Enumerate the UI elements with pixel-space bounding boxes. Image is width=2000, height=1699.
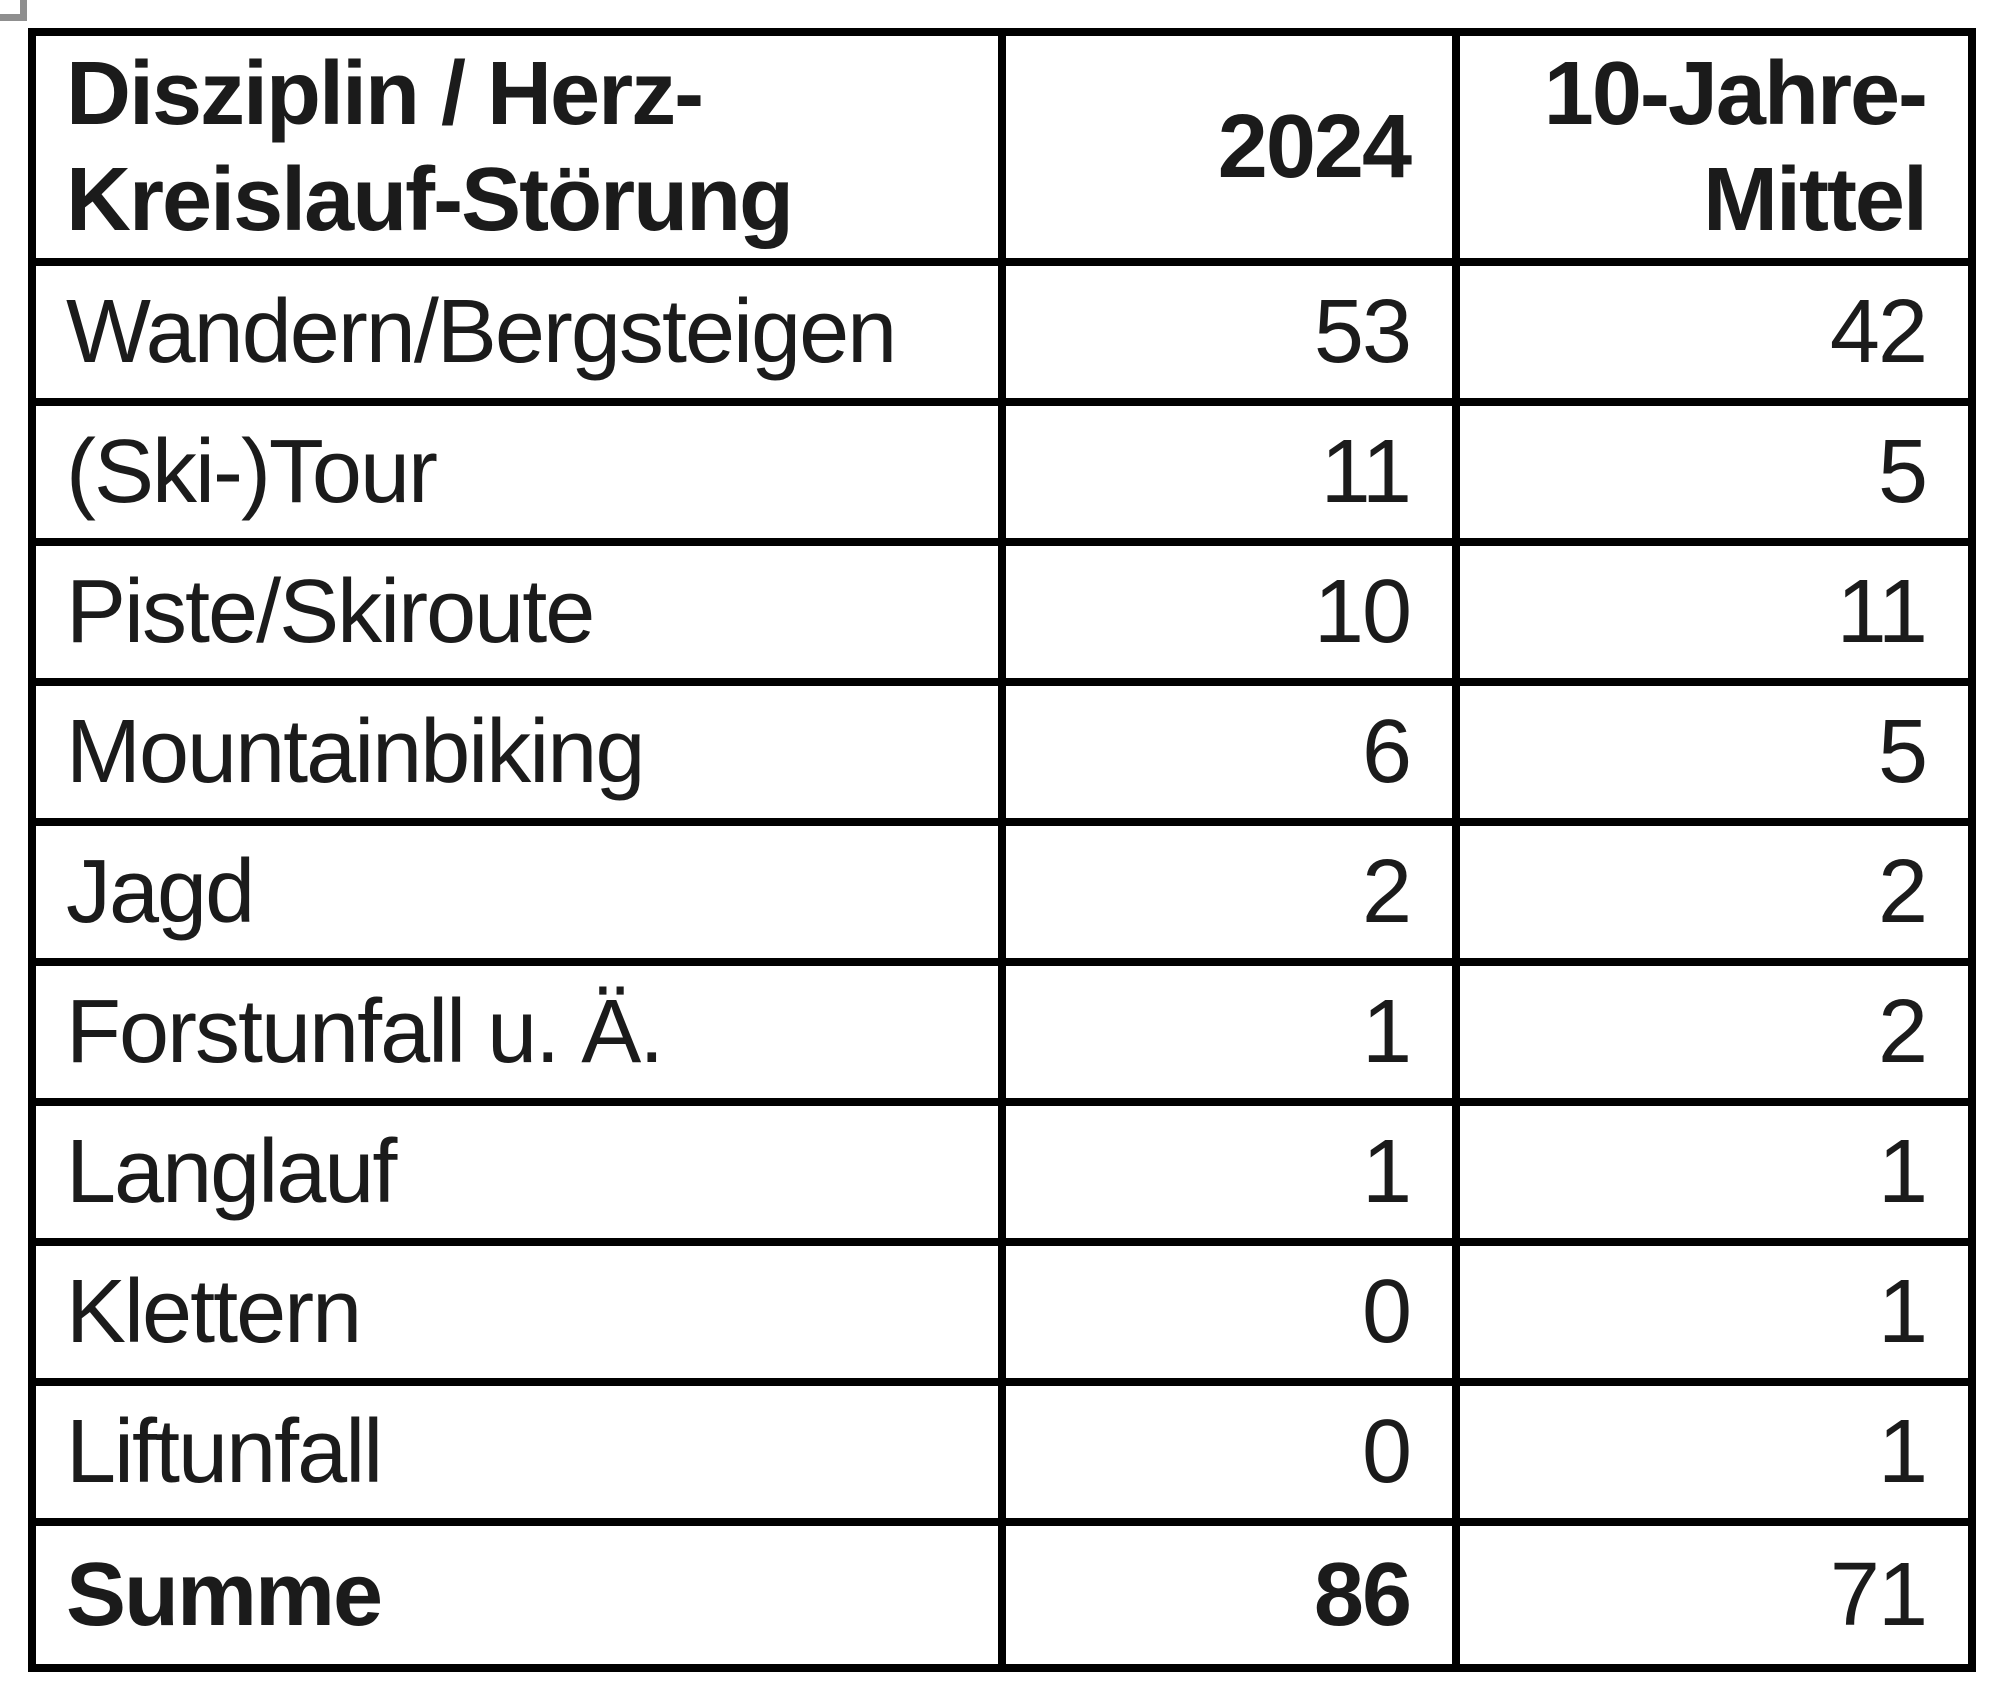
total-label: Summe: [28, 1518, 1006, 1672]
header-discipline: Disziplin / Herz-Kreislauf-Störung: [28, 28, 1006, 266]
row-value-2024: 0: [998, 1378, 1460, 1526]
row-label: Piste/Skiroute: [28, 538, 1006, 686]
row-label: Langlauf: [28, 1098, 1006, 1246]
row-label: Wandern/Bergsteigen: [28, 258, 1006, 406]
row-value-2024: 10: [998, 538, 1460, 686]
row-value-mean: 1: [1452, 1378, 1976, 1526]
total-value-mean: 71: [1452, 1518, 1976, 1672]
row-value-2024: 1: [998, 958, 1460, 1106]
row-label: Forstunfall u. Ä.: [28, 958, 1006, 1106]
table-row: Jagd 2 2: [28, 818, 1976, 966]
row-label: Jagd: [28, 818, 1006, 966]
row-value-mean: 2: [1452, 958, 1976, 1106]
table-row: Piste/Skiroute 10 11: [28, 538, 1976, 686]
table-row: (Ski-)Tour 11 5: [28, 398, 1976, 546]
table-row: Forstunfall u. Ä. 1 2: [28, 958, 1976, 1106]
table-header-row: Disziplin / Herz-Kreislauf-Störung 2024 …: [28, 28, 1976, 266]
row-label: (Ski-)Tour: [28, 398, 1006, 546]
row-value-mean: 42: [1452, 258, 1976, 406]
row-value-mean: 11: [1452, 538, 1976, 686]
header-ten-year-mean: 10-Jahre-Mittel: [1452, 28, 1976, 266]
row-value-mean: 5: [1452, 678, 1976, 826]
row-value-mean: 1: [1452, 1098, 1976, 1246]
row-value-2024: 6: [998, 678, 1460, 826]
total-value-2024: 86: [998, 1518, 1460, 1672]
row-label: Mountainbiking: [28, 678, 1006, 826]
row-label: Liftunfall: [28, 1378, 1006, 1526]
table-row: Wandern/Bergsteigen 53 42: [28, 258, 1976, 406]
row-value-2024: 11: [998, 398, 1460, 546]
table-total-row: Summe 86 71: [28, 1518, 1976, 1672]
row-value-2024: 2: [998, 818, 1460, 966]
table-row: Mountainbiking 6 5: [28, 678, 1976, 826]
table-row: Langlauf 1 1: [28, 1098, 1976, 1246]
table-row: Liftunfall 0 1: [28, 1378, 1976, 1526]
row-value-mean: 2: [1452, 818, 1976, 966]
row-value-2024: 53: [998, 258, 1460, 406]
row-value-2024: 1: [998, 1098, 1460, 1246]
header-year-2024: 2024: [998, 28, 1460, 266]
row-value-mean: 5: [1452, 398, 1976, 546]
row-value-2024: 0: [998, 1238, 1460, 1386]
statistics-table: Disziplin / Herz-Kreislauf-Störung 2024 …: [28, 28, 1976, 1672]
page-corner-artifact: [0, 0, 27, 21]
table-row: Klettern 0 1: [28, 1238, 1976, 1386]
row-label: Klettern: [28, 1238, 1006, 1386]
row-value-mean: 1: [1452, 1238, 1976, 1386]
